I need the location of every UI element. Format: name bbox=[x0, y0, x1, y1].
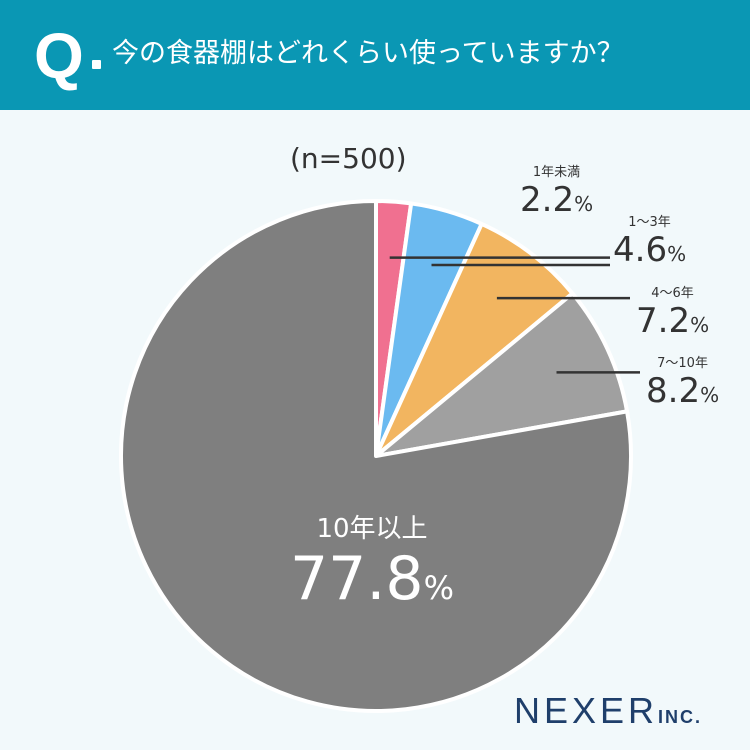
sample-size-label: (n=500) bbox=[290, 142, 407, 175]
question-header: Q 今の食器棚はどれくらい使っていますか？ bbox=[0, 0, 750, 110]
label-under-1-year: 1年未満 2.2% bbox=[520, 165, 593, 223]
label-1-3-years: 1〜3年 4.6% bbox=[613, 215, 686, 273]
slice-4-6-years bbox=[374, 221, 575, 458]
label-4-6-years-value: 7.2% bbox=[636, 301, 710, 341]
label-over-10-years-category: 10年以上 bbox=[316, 514, 428, 544]
label-4-6-years: 4〜6年 7.2% bbox=[636, 286, 709, 344]
question-text: 今の食器棚はどれくらい使っていますか？ bbox=[112, 38, 624, 69]
logo-name: NEXER bbox=[514, 690, 659, 731]
label-7-10-years-value: 8.2% bbox=[646, 371, 720, 411]
nexer-logo: NEXERINC. bbox=[514, 690, 702, 732]
label-1-3-years-value: 4.6% bbox=[613, 230, 687, 270]
label-over-10-years: 10年以上 77.8% bbox=[290, 512, 454, 621]
slice-over-10-years bbox=[119, 199, 633, 713]
label-7-10-years-category: 7〜10年 bbox=[657, 356, 708, 371]
label-under-1-year-value: 2.2% bbox=[520, 180, 594, 220]
q-mark: Q bbox=[34, 20, 84, 92]
label-4-6-years-category: 4〜6年 bbox=[651, 286, 694, 301]
label-over-10-years-value: 77.8% bbox=[290, 544, 454, 614]
label-under-1-year-category: 1年未満 bbox=[532, 165, 581, 180]
label-7-10-years: 7〜10年 8.2% bbox=[646, 356, 719, 414]
logo-suffix: INC. bbox=[658, 707, 703, 727]
label-1-3-years-category: 1〜3年 bbox=[628, 215, 671, 230]
q-dot bbox=[92, 60, 101, 69]
